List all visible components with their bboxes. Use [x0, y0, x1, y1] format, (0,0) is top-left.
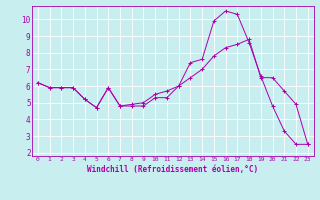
X-axis label: Windchill (Refroidissement éolien,°C): Windchill (Refroidissement éolien,°C)	[87, 165, 258, 174]
